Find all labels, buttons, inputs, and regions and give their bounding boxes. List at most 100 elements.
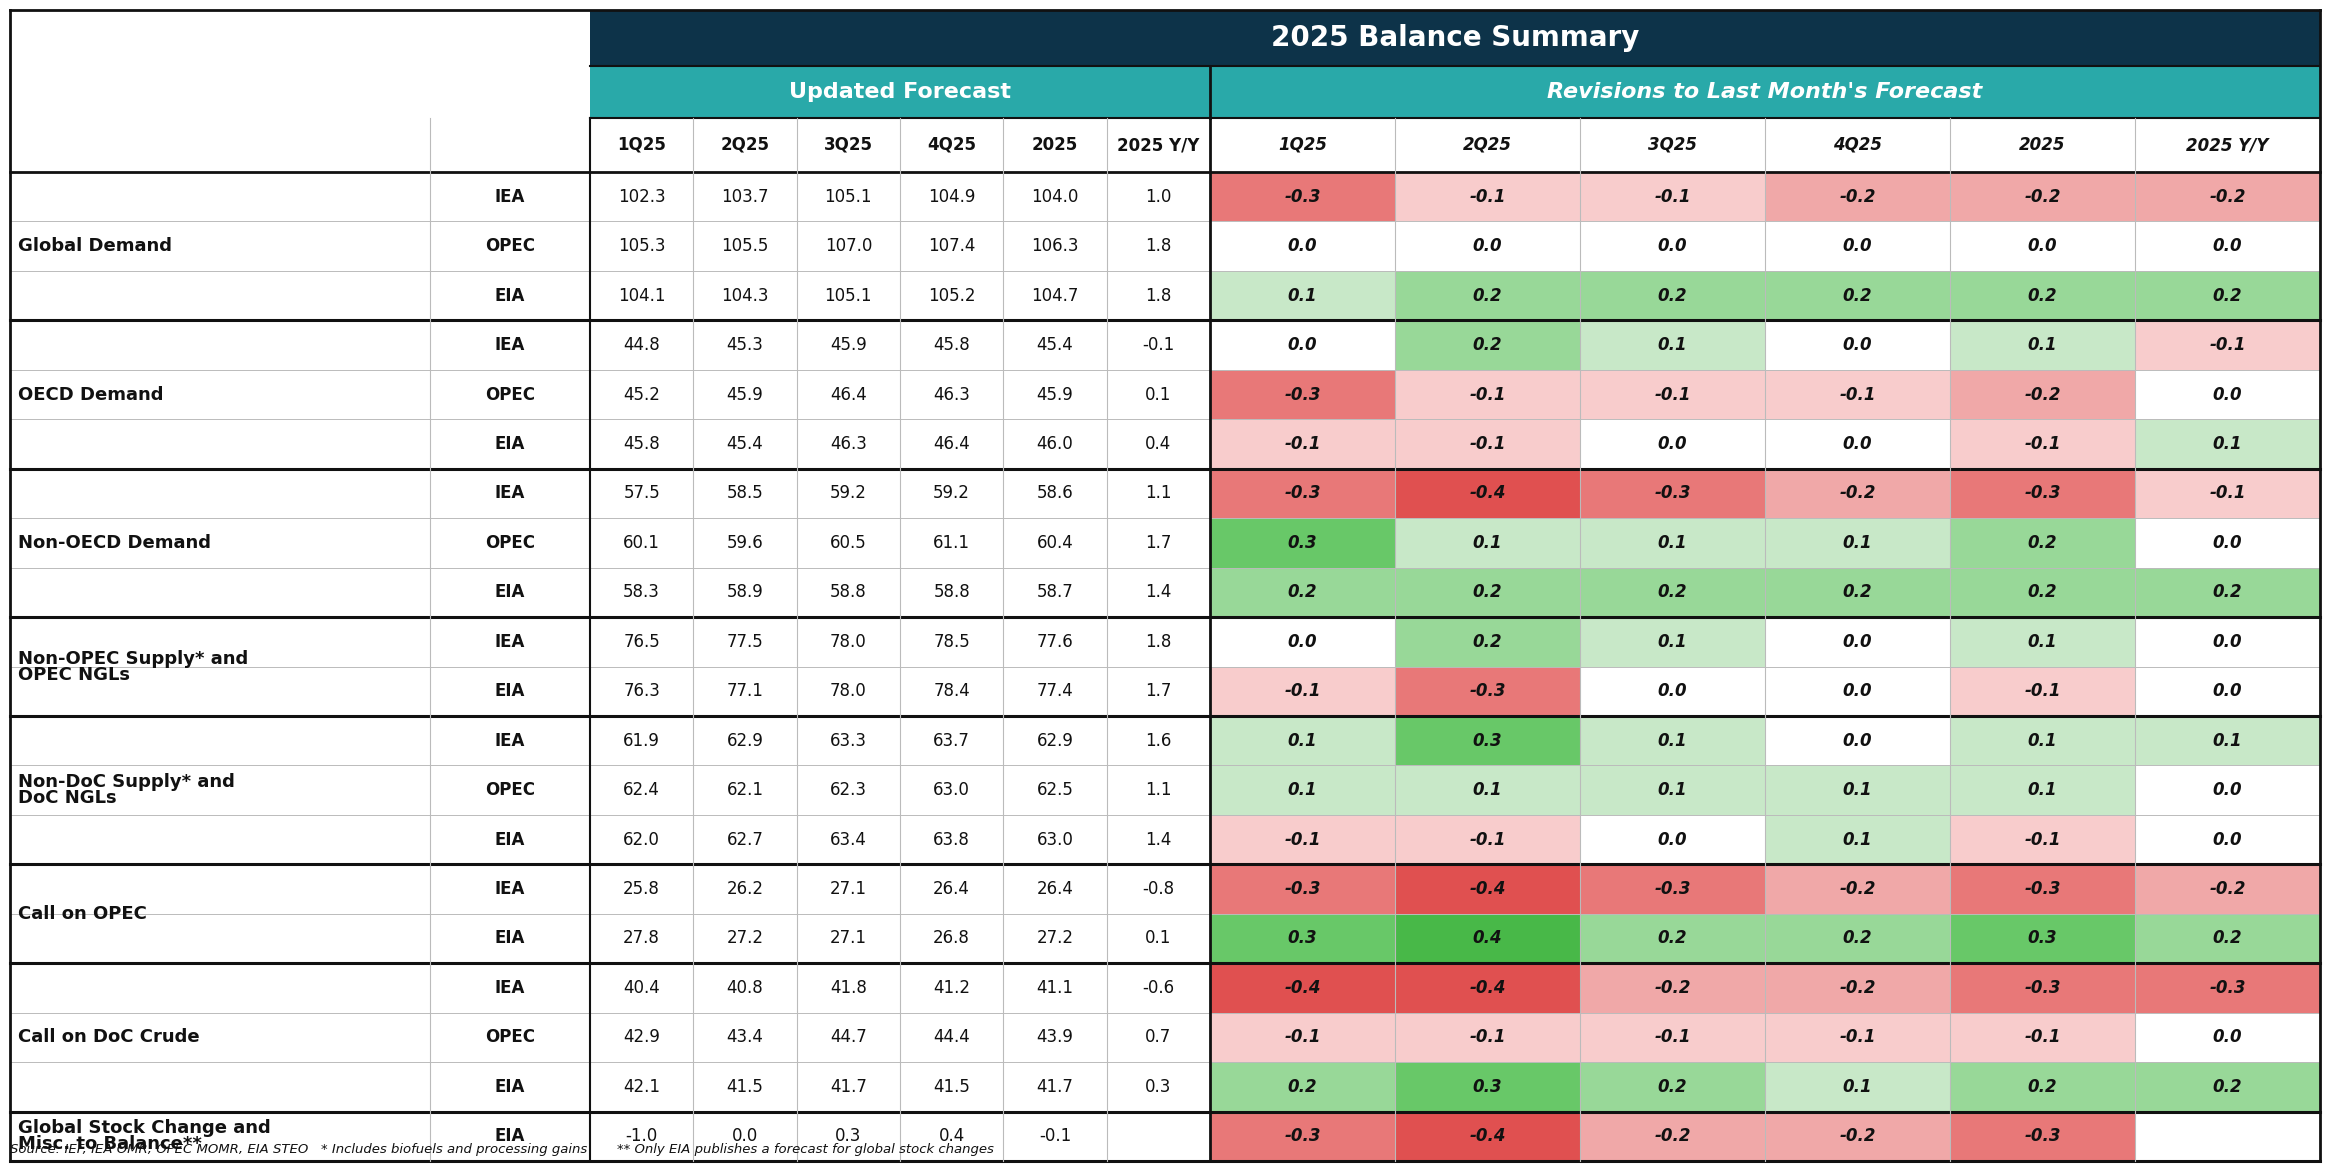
- Text: 0.1: 0.1: [1657, 534, 1687, 552]
- Text: -0.1: -0.1: [1654, 386, 1692, 403]
- Text: EIA: EIA: [494, 435, 524, 452]
- Bar: [2134, 914, 2321, 963]
- Bar: [1396, 518, 1580, 567]
- Text: 77.5: 77.5: [727, 633, 764, 650]
- Text: 44.8: 44.8: [624, 336, 659, 354]
- Text: 2Q25: 2Q25: [1463, 136, 1512, 154]
- Bar: [1209, 1062, 1396, 1111]
- Bar: [1580, 914, 1766, 963]
- Text: 1.4: 1.4: [1144, 831, 1172, 849]
- Text: -0.4: -0.4: [1284, 979, 1321, 997]
- Text: 46.4: 46.4: [829, 386, 867, 403]
- Text: 0.2: 0.2: [2214, 287, 2241, 305]
- Text: 0.3: 0.3: [1473, 1078, 1503, 1096]
- Text: Source: IEF, IEA OMR, OPEC MOMR, EIA STEO   * Includes biofuels and processing g: Source: IEF, IEA OMR, OPEC MOMR, EIA STE…: [9, 1144, 995, 1157]
- Bar: [2134, 172, 2321, 222]
- Text: 0.2: 0.2: [2027, 534, 2057, 552]
- Bar: [2134, 716, 2321, 765]
- Text: 0.0: 0.0: [2214, 781, 2241, 799]
- Text: -0.2: -0.2: [2209, 188, 2246, 206]
- Bar: [1766, 469, 1950, 518]
- Text: 0.1: 0.1: [1657, 336, 1687, 354]
- Text: -0.8: -0.8: [1142, 880, 1174, 898]
- Bar: [1580, 1111, 1766, 1161]
- Text: -0.1: -0.1: [1470, 435, 1505, 452]
- Text: 0.3: 0.3: [2027, 929, 2057, 947]
- Text: 78.0: 78.0: [829, 682, 867, 700]
- Bar: [1396, 469, 1580, 518]
- Bar: [1396, 320, 1580, 370]
- Bar: [1396, 1062, 1580, 1111]
- Text: 46.4: 46.4: [934, 435, 969, 452]
- Text: 62.5: 62.5: [1037, 781, 1074, 799]
- Bar: [9, 271, 2321, 320]
- Bar: [1396, 616, 1580, 667]
- Text: OPEC: OPEC: [485, 781, 536, 799]
- Bar: [1396, 271, 1580, 320]
- Text: 44.4: 44.4: [934, 1028, 969, 1047]
- Bar: [1766, 815, 1950, 864]
- Text: 0.2: 0.2: [2214, 929, 2241, 947]
- Text: 2025: 2025: [2020, 136, 2067, 154]
- Bar: [1766, 567, 1950, 616]
- Text: 0.1: 0.1: [2214, 731, 2241, 750]
- Bar: [1209, 667, 1396, 716]
- Text: -0.2: -0.2: [1838, 1127, 1876, 1145]
- Bar: [1766, 1013, 1950, 1062]
- Text: -0.1: -0.1: [1470, 1028, 1505, 1047]
- Bar: [2134, 469, 2321, 518]
- Text: 0.0: 0.0: [1288, 237, 1316, 255]
- Text: 0.0: 0.0: [1843, 633, 1873, 650]
- Bar: [1950, 320, 2134, 370]
- Text: 3Q25: 3Q25: [1647, 136, 1696, 154]
- Text: -0.3: -0.3: [2209, 979, 2246, 997]
- Text: -0.3: -0.3: [2025, 1127, 2060, 1145]
- Bar: [1396, 1013, 1580, 1062]
- Text: EIA: EIA: [494, 1127, 524, 1145]
- Text: 0.1: 0.1: [2027, 633, 2057, 650]
- Text: -0.1: -0.1: [1284, 435, 1321, 452]
- Text: Global Stock Change and: Global Stock Change and: [19, 1119, 270, 1137]
- Text: 0.0: 0.0: [1843, 731, 1873, 750]
- Bar: [1209, 765, 1396, 815]
- Text: 42.1: 42.1: [622, 1078, 659, 1096]
- Text: 0.2: 0.2: [1843, 929, 1873, 947]
- Bar: [1396, 370, 1580, 420]
- Text: 0.3: 0.3: [1288, 929, 1316, 947]
- Text: 2025: 2025: [1032, 136, 1079, 154]
- Text: 0.1: 0.1: [1288, 781, 1316, 799]
- Text: 40.4: 40.4: [624, 979, 659, 997]
- Bar: [1766, 271, 1950, 320]
- Text: -0.3: -0.3: [1284, 386, 1321, 403]
- Text: 58.6: 58.6: [1037, 484, 1074, 503]
- Text: 0.2: 0.2: [1843, 287, 1873, 305]
- Text: 45.4: 45.4: [727, 435, 764, 452]
- Text: 0.2: 0.2: [1657, 584, 1687, 601]
- Bar: [1580, 864, 1766, 914]
- Text: -0.1: -0.1: [2025, 1028, 2060, 1047]
- Text: DoC NGLs: DoC NGLs: [19, 789, 116, 808]
- Text: 0.0: 0.0: [732, 1127, 757, 1145]
- Text: 0.0: 0.0: [1657, 435, 1687, 452]
- Text: 41.5: 41.5: [727, 1078, 764, 1096]
- Bar: [1950, 469, 2134, 518]
- Text: EIA: EIA: [494, 1078, 524, 1096]
- Bar: [1950, 815, 2134, 864]
- Text: 0.1: 0.1: [1843, 1078, 1873, 1096]
- Text: 41.2: 41.2: [934, 979, 969, 997]
- Text: 0.2: 0.2: [1657, 1078, 1687, 1096]
- Bar: [1766, 864, 1950, 914]
- Bar: [589, 11, 2321, 66]
- Text: -0.3: -0.3: [2025, 979, 2060, 997]
- Bar: [1580, 172, 1766, 222]
- Text: 0.1: 0.1: [1843, 534, 1873, 552]
- Bar: [1209, 567, 1396, 616]
- Bar: [1396, 667, 1580, 716]
- Text: 0.1: 0.1: [2027, 731, 2057, 750]
- Text: 0.1: 0.1: [1657, 781, 1687, 799]
- Text: Misc. to Balance**: Misc. to Balance**: [19, 1136, 203, 1153]
- Bar: [9, 963, 2321, 1013]
- Text: OPEC: OPEC: [485, 386, 536, 403]
- Text: 58.8: 58.8: [829, 584, 867, 601]
- Text: EIA: EIA: [494, 929, 524, 947]
